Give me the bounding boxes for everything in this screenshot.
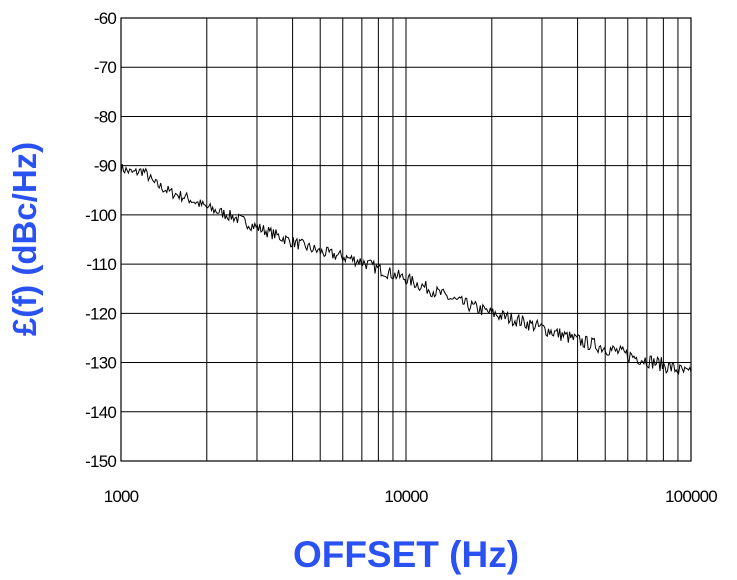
y-tick-label: -120 [85, 304, 116, 323]
y-tick-label: -60 [94, 9, 117, 28]
x-tick-label: 10000 [384, 487, 428, 506]
y-tick-label: -110 [86, 255, 116, 274]
y-tick-label: -70 [94, 58, 117, 77]
y-axis-title: £(f) (dBc/Hz) [6, 142, 43, 336]
y-tick-label: -100 [85, 206, 116, 225]
grid [121, 17, 691, 462]
y-tick-label: -150 [85, 452, 116, 471]
y-tick-label: -90 [94, 157, 117, 176]
x-axis-title: OFFSET (Hz) [293, 534, 519, 575]
phase-noise-series-line [120, 164, 692, 375]
x-axis-tick-labels: 1000 10000 100000 [104, 487, 718, 506]
x-tick-label: 1000 [104, 487, 139, 506]
y-tick-label: -140 [85, 403, 116, 422]
plot-area-frame [120, 17, 692, 462]
y-tick-label: -130 [85, 354, 116, 373]
x-tick-label: 100000 [665, 487, 717, 506]
y-axis-tick-labels: -60 -70 -80 -90 -100 -110 -120 -130 -140 -150 [85, 9, 117, 471]
y-tick-label: -80 [94, 107, 117, 126]
